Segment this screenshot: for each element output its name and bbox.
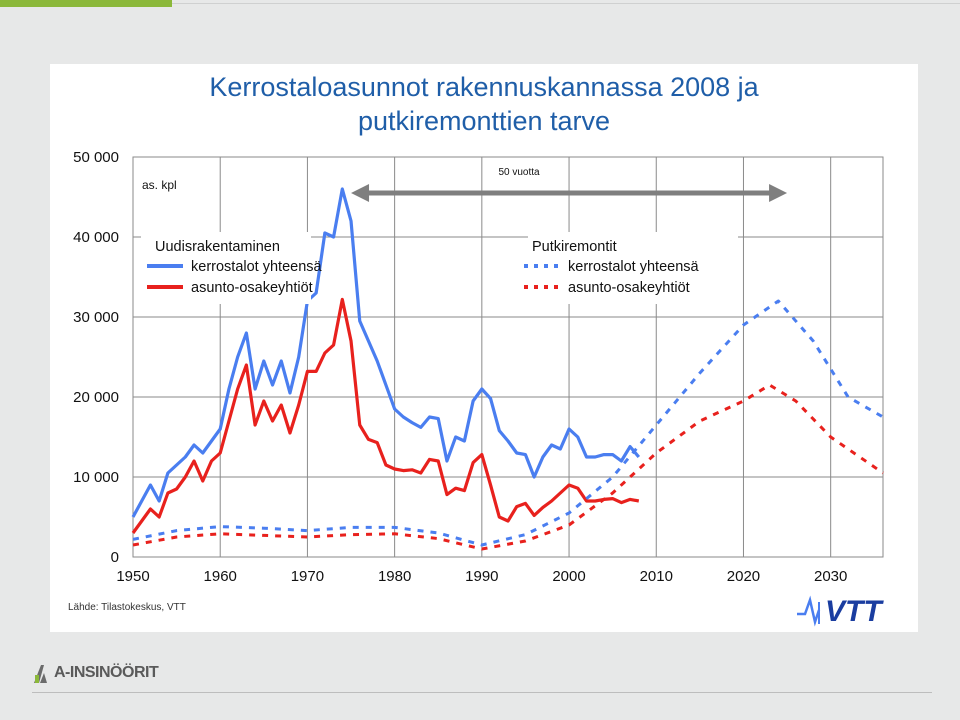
x-tick-label: 2030	[814, 568, 847, 585]
legend-label-3: kerrostalot yhteensä	[568, 259, 700, 275]
legend-title-right: Putkiremontit	[532, 239, 617, 255]
legend-box-right	[528, 232, 738, 304]
a-insinoorit-logo-icon	[34, 665, 47, 683]
span-arrow-right-head	[769, 184, 788, 202]
chart-grid	[132, 156, 884, 558]
unit-label: as. kpl	[142, 178, 177, 192]
y-tick-label: 40 000	[73, 229, 119, 246]
source-note: Lähde: Tilastokeskus, VTT	[68, 602, 186, 613]
top-accent-bar	[0, 0, 172, 7]
slide-card: Kerrostaloasunnot rakennuskannassa 2008 …	[50, 64, 918, 632]
footer-brand-text: A-INSINÖÖRIT	[54, 664, 159, 681]
line-chart: 1950 1960 1970 1980 1990 2000 2010 2020 2030 0 10 …	[73, 149, 884, 585]
plot-frame	[132, 156, 884, 558]
legend-label-2: asunto-osakeyhtiöt	[191, 280, 313, 296]
x-tick-label: 2000	[552, 568, 585, 585]
chart-series	[131, 187, 884, 551]
top-divider	[172, 3, 960, 4]
series-line-1	[131, 187, 641, 518]
series-line-4	[132, 383, 884, 551]
y-tick-label: 20 000	[73, 389, 119, 406]
y-tick-label: 0	[111, 549, 119, 566]
series-line-2	[131, 297, 640, 534]
legend-label-1: kerrostalot yhteensä	[191, 259, 323, 275]
x-tick-label: 1980	[378, 568, 411, 585]
y-tick-label: 50 000	[73, 149, 119, 166]
span-label: 50 vuotta	[498, 167, 540, 178]
y-tick-label: 30 000	[73, 309, 119, 326]
vtt-logo-text: VTT	[825, 595, 884, 628]
footer-brand: A-INSINÖÖRIT	[32, 662, 192, 686]
legend-label-4: asunto-osakeyhtiöt	[568, 280, 690, 296]
series-line-3	[132, 299, 884, 547]
title-line-1: Kerrostaloasunnot rakennuskannassa 2008 …	[209, 72, 759, 102]
legend-title-left: Uudisrakentaminen	[155, 239, 280, 255]
title-line-2: putkiremonttien tarve	[357, 106, 611, 136]
x-tick-label: 1950	[116, 568, 149, 585]
y-tick-label: 10 000	[73, 469, 119, 486]
span-arrow-left-head	[351, 184, 370, 202]
slide-title: Kerrostaloasunnot rakennuskannassa 2008 …	[50, 70, 918, 138]
x-tick-label: 1970	[291, 568, 324, 585]
footer-divider	[32, 692, 932, 693]
x-tick-label: 2020	[727, 568, 760, 585]
vtt-logo: VTT	[797, 595, 884, 628]
chart-tick-labels: 1950 1960 1970 1980 1990 2000 2010 2020 2030 0 10 …	[73, 149, 847, 585]
chart-annotations: as. kpl 50 vuotta	[142, 167, 788, 202]
x-tick-label: 1990	[465, 568, 498, 585]
chart-legend: Uudisrakentaminen Putkiremontit kerrostalo…	[141, 232, 738, 304]
x-tick-label: 1960	[204, 568, 237, 585]
x-tick-label: 2010	[640, 568, 673, 585]
